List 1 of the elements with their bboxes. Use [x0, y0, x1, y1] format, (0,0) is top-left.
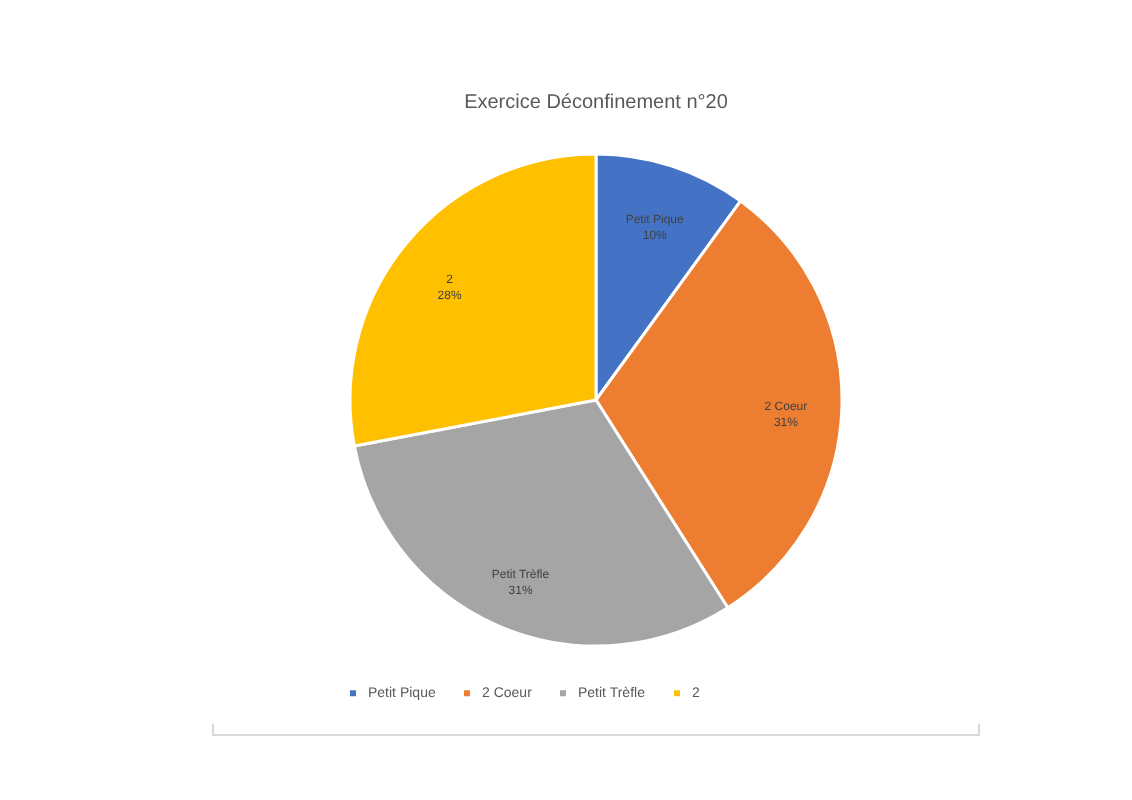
chart-title: Exercice Déconfinement n°20	[464, 92, 729, 114]
